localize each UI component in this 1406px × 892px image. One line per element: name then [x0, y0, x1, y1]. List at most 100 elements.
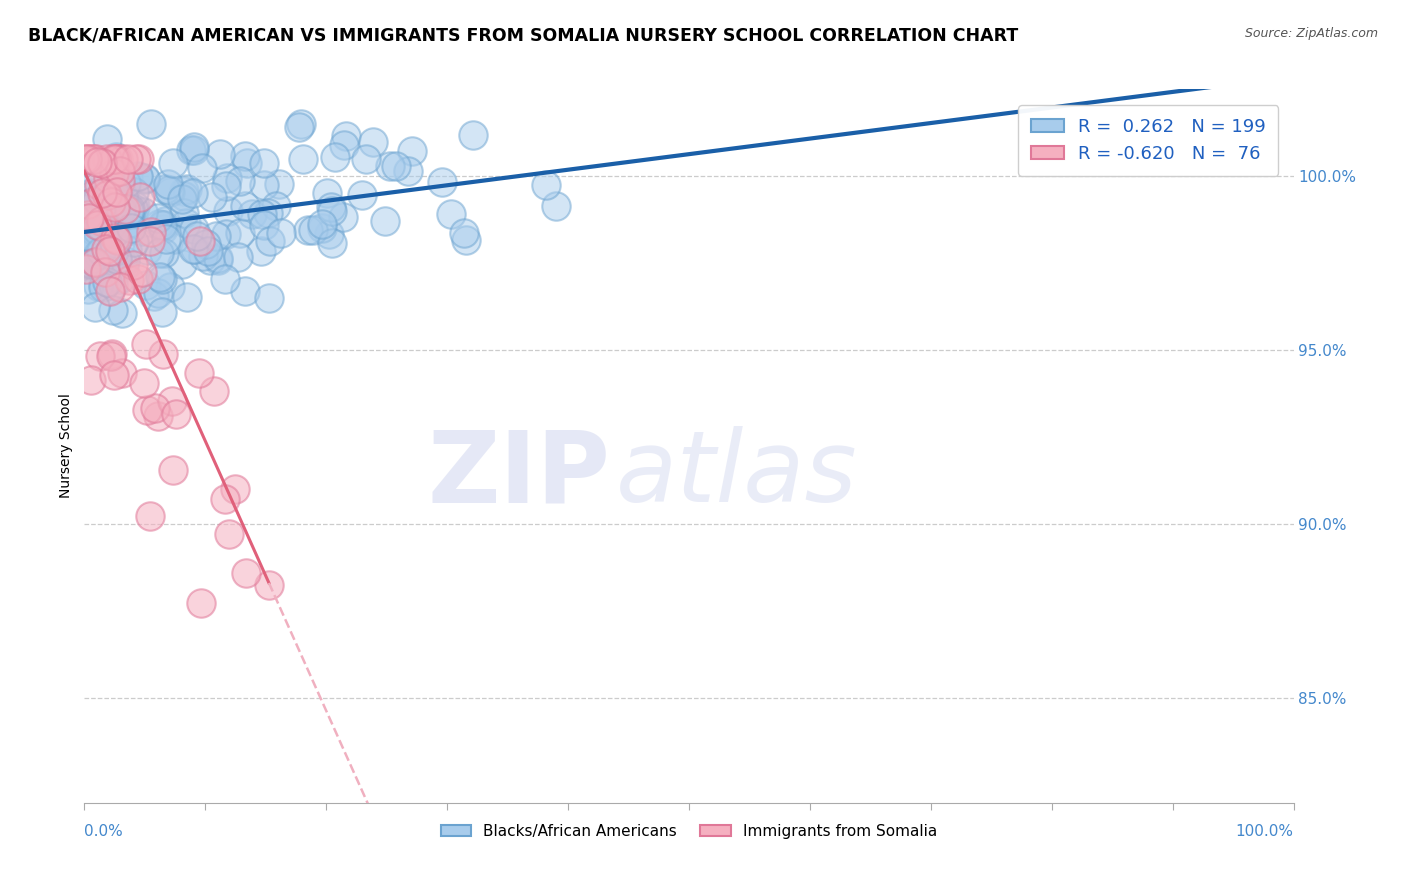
Point [311, 217, 333, 231]
Point [114, 202, 136, 216]
Point [103, 152, 125, 166]
Point [134, 376, 156, 391]
Y-axis label: Nursery School: Nursery School [59, 393, 73, 499]
Point [224, 482, 246, 496]
Point [259, 291, 281, 305]
Point [148, 218, 170, 232]
Point [104, 202, 127, 217]
Point [90, 220, 112, 235]
Point [114, 254, 136, 268]
Point [209, 147, 232, 161]
Point [103, 244, 125, 258]
Point [257, 206, 280, 220]
Point [240, 207, 263, 221]
Point [270, 226, 292, 240]
Point [76, 282, 98, 296]
Point [544, 199, 567, 213]
Point [79, 189, 101, 203]
Point [321, 235, 343, 250]
Point [105, 252, 128, 267]
Point [288, 120, 311, 135]
Point [101, 278, 124, 293]
Point [100, 194, 122, 209]
Point [181, 242, 204, 256]
Point [292, 152, 315, 166]
Point [110, 305, 132, 319]
Point [183, 140, 205, 154]
Point [77, 197, 100, 211]
Point [90, 214, 112, 228]
Point [91, 156, 114, 170]
Point [112, 189, 135, 203]
Point [170, 257, 193, 271]
Point [91, 220, 114, 235]
Point [290, 117, 312, 131]
Point [90, 237, 112, 252]
Point [141, 225, 163, 239]
Point [139, 117, 162, 131]
Point [96, 132, 118, 146]
Point [297, 223, 319, 237]
Point [155, 232, 177, 246]
Point [115, 244, 138, 258]
Point [235, 566, 257, 580]
Point [108, 280, 131, 294]
Point [115, 207, 138, 221]
Point [135, 277, 157, 292]
Point [354, 152, 377, 166]
Point [214, 272, 236, 286]
Point [253, 218, 276, 232]
Point [146, 409, 169, 424]
Point [142, 289, 165, 303]
Point [194, 237, 217, 252]
Point [157, 183, 180, 197]
Point [108, 178, 131, 193]
Point [215, 171, 238, 186]
Point [77, 209, 100, 223]
Point [135, 403, 157, 417]
Point [112, 183, 135, 197]
Point [159, 280, 181, 294]
Point [249, 244, 271, 259]
Point [198, 252, 221, 267]
Point [453, 226, 475, 240]
Point [91, 156, 114, 170]
Point [97, 212, 120, 227]
Point [111, 152, 134, 166]
Point [101, 154, 124, 169]
Point [301, 223, 323, 237]
Point [207, 252, 229, 267]
Point [233, 199, 256, 213]
Point [146, 211, 169, 225]
Point [93, 279, 115, 293]
Point [122, 258, 145, 272]
Point [73, 246, 96, 260]
Point [311, 221, 333, 235]
Point [91, 186, 114, 201]
Point [115, 198, 138, 212]
Legend: Blacks/African Americans, Immigrants from Somalia: Blacks/African Americans, Immigrants fro… [434, 818, 943, 845]
Point [77, 257, 100, 271]
Point [107, 152, 129, 166]
Point [118, 216, 141, 230]
Point [173, 184, 195, 198]
Point [229, 226, 252, 240]
Point [83, 227, 105, 242]
Point [250, 207, 273, 221]
Point [115, 176, 138, 190]
Point [325, 150, 347, 164]
Point [82, 233, 104, 247]
Point [162, 394, 184, 409]
Point [163, 232, 186, 246]
Point [97, 192, 120, 206]
Point [98, 244, 121, 258]
Point [118, 204, 141, 219]
Point [202, 384, 225, 399]
Point [110, 202, 132, 217]
Point [93, 233, 115, 247]
Point [183, 143, 205, 157]
Point [184, 243, 207, 257]
Point [131, 265, 153, 279]
Point [104, 150, 127, 164]
Point [150, 218, 173, 232]
